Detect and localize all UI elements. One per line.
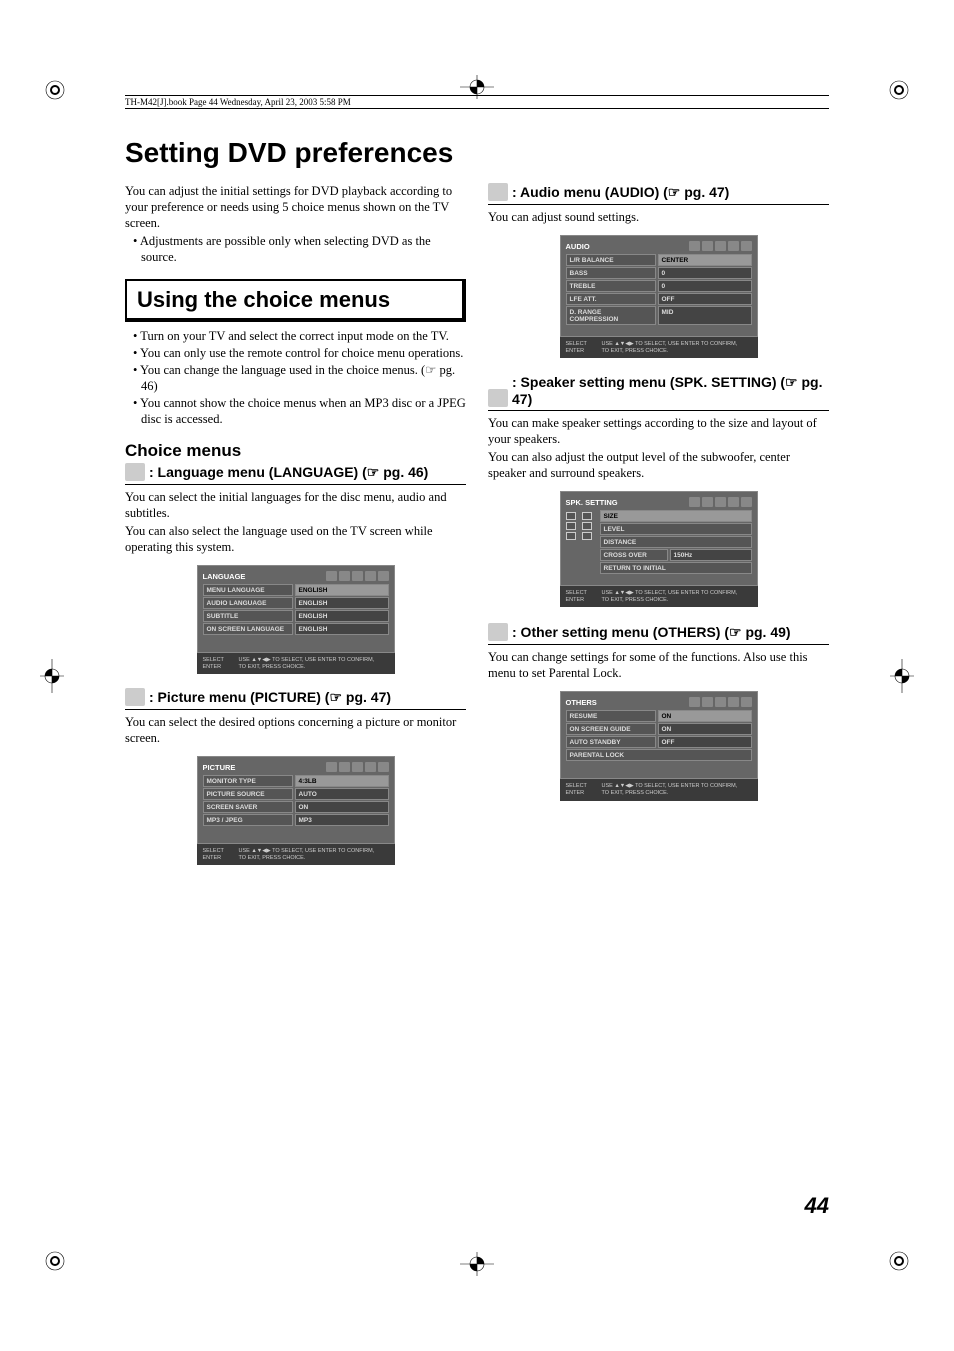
picture-menu-screenshot: PICTURE MONITOR TYPE4:3LBPICTURE SOURCEA… (197, 756, 395, 865)
book-header-line: TH-M42[J].book Page 44 Wednesday, April … (125, 95, 829, 109)
language-menu-screenshot: LANGUAGE MENU LANGUAGEENGLISHAUDIO LANGU… (197, 565, 395, 674)
crop-mark-icon (40, 75, 70, 105)
crop-mark-icon (40, 1246, 70, 1276)
using-heading: Using the choice menus (137, 287, 452, 313)
intro-bullet: Adjustments are possible only when selec… (133, 233, 466, 265)
other-desc: You can change settings for some of the … (488, 649, 829, 681)
right-column: : Audio menu (AUDIO) (☞ pg. 47) You can … (488, 183, 829, 879)
using-heading-box: Using the choice menus (125, 279, 466, 322)
speaker-heading: : Speaker setting menu (SPK. SETTING) (☞… (488, 374, 829, 411)
language-icon (125, 463, 145, 481)
other-menu-screenshot: OTHERS RESUMEONON SCREEN GUIDEONAUTO STA… (560, 691, 758, 800)
using-bullet-item: Turn on your TV and select the correct i… (133, 328, 466, 344)
picture-icon (125, 688, 145, 706)
speaker-menu-screenshot: SPK. SETTING SIZELEVELDISTANCECROSS OVER… (560, 491, 758, 607)
choice-menus-heading: Choice menus (125, 441, 466, 461)
registration-mark-icon (40, 659, 64, 693)
page-content: TH-M42[J].book Page 44 Wednesday, April … (125, 95, 829, 879)
using-bullets: Turn on your TV and select the correct i… (125, 328, 466, 427)
language-heading: : Language menu (LANGUAGE) (☞ pg. 46) (125, 463, 466, 485)
left-column: You can adjust the initial settings for … (125, 183, 466, 879)
crop-mark-icon (884, 75, 914, 105)
speaker-icon (488, 389, 508, 407)
intro-text: You can adjust the initial settings for … (125, 183, 466, 231)
audio-desc: You can adjust sound settings. (488, 209, 829, 225)
audio-icon (488, 183, 508, 201)
using-bullet-item: You cannot show the choice menus when an… (133, 395, 466, 427)
crop-mark-icon (884, 1246, 914, 1276)
audio-menu-screenshot: AUDIO L/R BALANCECENTERBASS0TREBLE0LFE A… (560, 235, 758, 358)
using-bullet-item: You can only use the remote control for … (133, 345, 466, 361)
language-desc: You can select the initial languages for… (125, 489, 466, 521)
using-bullet-item: You can change the language used in the … (133, 362, 466, 394)
audio-heading: : Audio menu (AUDIO) (☞ pg. 47) (488, 183, 829, 205)
registration-mark-icon (460, 1252, 494, 1276)
other-icon (488, 623, 508, 641)
other-heading: : Other setting menu (OTHERS) (☞ pg. 49) (488, 623, 829, 645)
registration-mark-icon (890, 659, 914, 693)
picture-heading: : Picture menu (PICTURE) (☞ pg. 47) (125, 688, 466, 710)
page-title: Setting DVD preferences (125, 137, 829, 169)
speaker-desc: You can make speaker settings according … (488, 415, 829, 447)
picture-desc: You can select the desired options conce… (125, 714, 466, 746)
page-number: 44 (805, 1193, 829, 1219)
